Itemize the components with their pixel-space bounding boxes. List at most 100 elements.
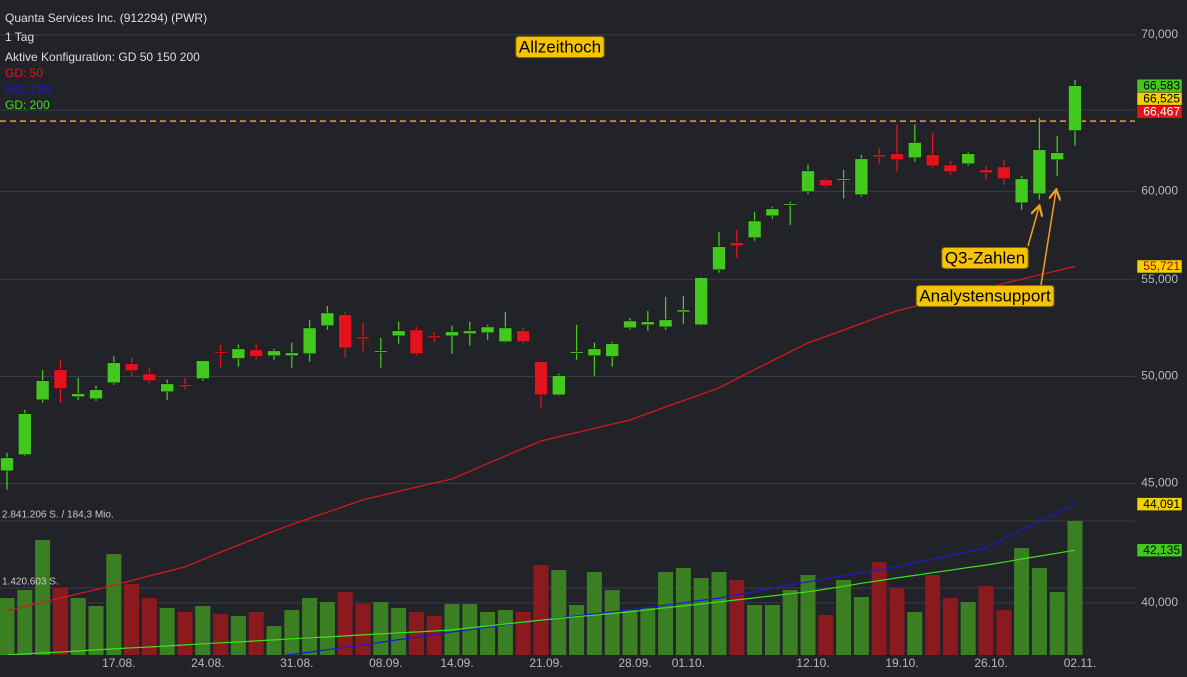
- candle-body: [1050, 152, 1064, 161]
- volume-bar: [996, 610, 1012, 655]
- annotation-arrow: [1027, 207, 1039, 247]
- volume-bar: [551, 569, 567, 655]
- volume-bar: [284, 610, 300, 655]
- volume-bar: [230, 616, 246, 655]
- volume-bar: [426, 616, 442, 655]
- candle-body: [551, 375, 566, 396]
- candle-body: [640, 321, 655, 326]
- price-tag-label: 66,525: [1143, 91, 1180, 105]
- candle-body: [587, 348, 602, 357]
- candle-body: [35, 380, 50, 401]
- candle-body: [979, 169, 993, 174]
- volume-bar: [1049, 591, 1065, 655]
- x-tick-label: 14.09.: [440, 656, 473, 670]
- price-tag-box: [1136, 497, 1183, 511]
- candle-body: [836, 178, 851, 181]
- volume-bar: [693, 578, 709, 655]
- annotation-label: Q3-Zahlen: [945, 248, 1025, 267]
- x-tick-label: 02.11.: [1064, 656, 1096, 670]
- ma-line: [6, 549, 1076, 655]
- volume-bar: [17, 589, 33, 655]
- candle-body: [17, 413, 32, 455]
- annotations: Allzeithoch Q3-Zahlen Analystensupport: [515, 35, 1056, 307]
- candle-body: [712, 246, 726, 271]
- volume-bar: [604, 589, 620, 655]
- volume-bar: [355, 603, 371, 655]
- volume-bar: [640, 608, 656, 655]
- volume-bar: [106, 554, 122, 655]
- volume-bar: [622, 610, 638, 655]
- price-tag-box: [1136, 259, 1183, 274]
- x-tick-label: 08.09.: [369, 656, 402, 670]
- volume-bar: [408, 612, 424, 655]
- candle-body: [302, 327, 317, 355]
- candle-body: [1014, 178, 1029, 204]
- volume-bar: [871, 561, 887, 655]
- volume-bar: [800, 575, 816, 655]
- volume-bar: [70, 597, 86, 655]
- volume-bar: [1067, 521, 1083, 655]
- x-tick-label: 31.08.: [280, 656, 313, 670]
- candles: [0, 79, 1082, 490]
- axis: 40,00045,00050,00055,00060,00065,00070,0…: [2, 27, 1178, 670]
- volume-tick-label: 2.841.206 S. / 184,3 Mio.: [2, 510, 114, 521]
- volume-bar: [319, 601, 335, 655]
- candle-body: [160, 383, 174, 393]
- price-tag-label: 42,135: [1143, 543, 1180, 557]
- candle-body: [356, 336, 370, 340]
- candle-body: [765, 208, 780, 217]
- candle-body: [427, 335, 442, 339]
- ma-line: [6, 265, 1076, 612]
- volume-bar: [747, 604, 763, 655]
- candle-body: [534, 361, 548, 396]
- candle-body: [142, 373, 157, 382]
- volume-bar: [907, 612, 923, 655]
- candle-body: [231, 348, 246, 359]
- volume-bar: [515, 612, 531, 655]
- volume-bar: [836, 580, 852, 655]
- candle-body: [890, 153, 904, 161]
- x-tick-label: 24.08.: [191, 656, 224, 670]
- volume-bar: [1014, 548, 1030, 655]
- volume-bar: [141, 597, 157, 655]
- candle-body: [1032, 149, 1047, 195]
- price-tag-label: 66,467: [1143, 104, 1180, 118]
- price-tag-label: 66,583: [1143, 78, 1180, 92]
- x-tick-label: 28.09.: [618, 656, 651, 670]
- volume-bar: [925, 575, 941, 655]
- candle-body: [623, 320, 637, 329]
- config-label: Aktive Konfiguration: GD 50 150 200: [5, 50, 200, 64]
- candle-body: [124, 363, 139, 372]
- annotation-label: Analystensupport: [919, 286, 1051, 305]
- volume-bar: [373, 601, 389, 655]
- volume-bar: [195, 605, 211, 655]
- volume-bar: [337, 591, 353, 655]
- candle-body: [213, 351, 228, 354]
- volume-bar: [248, 612, 264, 655]
- volume-bar: [480, 612, 496, 655]
- candle-body: [445, 331, 459, 337]
- candle-body: [907, 142, 922, 159]
- price-tag-box: [1136, 104, 1183, 119]
- price-tag-label: 44,091: [1143, 497, 1180, 511]
- volume-bar: [213, 614, 229, 655]
- volume-bar: [88, 605, 104, 655]
- volume-bar: [391, 608, 407, 655]
- candle-body: [1068, 85, 1082, 131]
- candle-body: [854, 158, 869, 196]
- legend-label: GD: 150: [5, 82, 50, 96]
- candle-body: [872, 154, 887, 158]
- x-tick-label: 26.10.: [974, 656, 1007, 670]
- candle-body: [658, 319, 673, 328]
- candle-body: [605, 343, 620, 357]
- volume-bar: [177, 612, 193, 655]
- volume-bar: [942, 597, 958, 655]
- chart-subtitle: 1 Tag: [5, 30, 34, 44]
- candle-body: [747, 220, 762, 239]
- candle-body: [925, 154, 940, 167]
- y-tick-label: 50,000: [1141, 369, 1178, 383]
- y-tick-label: 60,000: [1141, 184, 1178, 198]
- candle-body: [373, 350, 388, 353]
